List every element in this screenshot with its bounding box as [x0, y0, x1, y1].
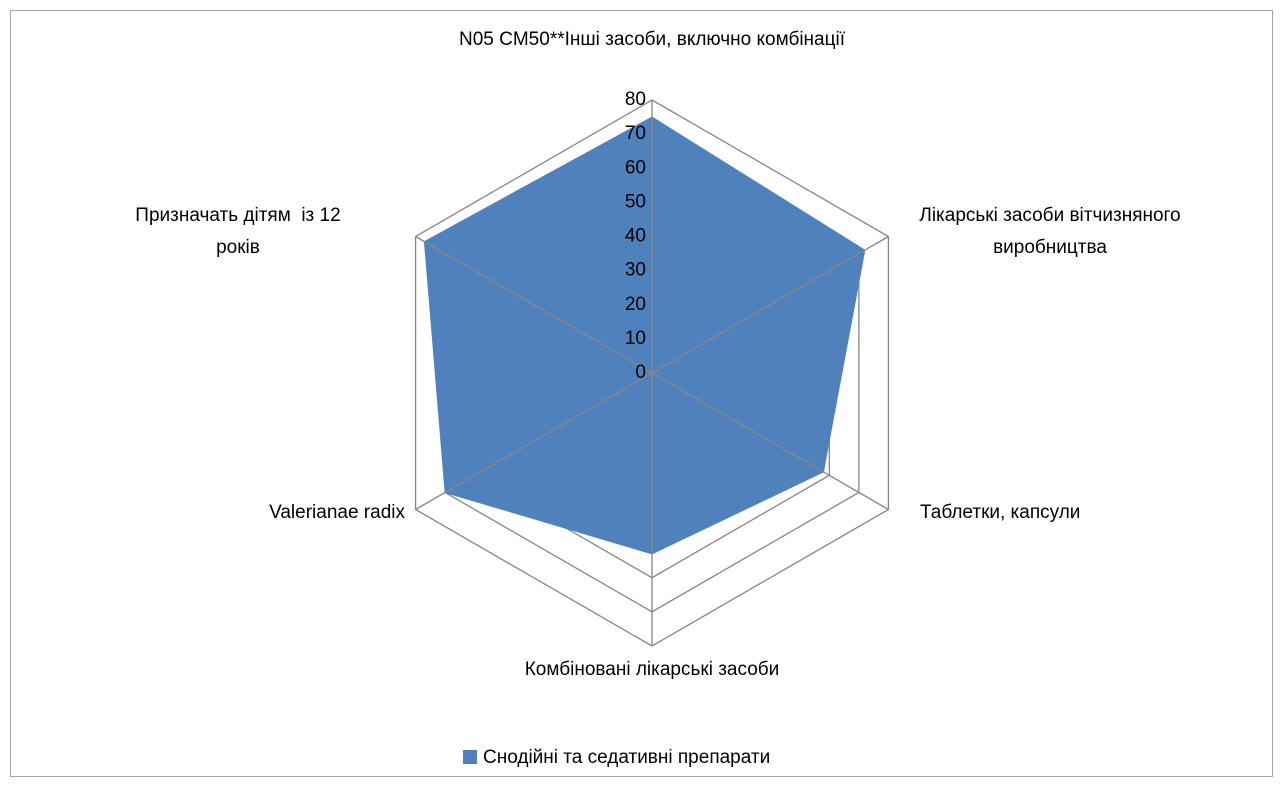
category-label: Таблетки, капсули — [920, 502, 1081, 523]
category-label: Комбіновані лікарські засоби — [524, 659, 780, 680]
spoke — [415, 235, 653, 374]
y-tick-label: 40 — [625, 226, 646, 247]
category-label: N05 CM50**Інші засоби, включно комбінаці… — [459, 29, 845, 50]
category-label: Лікарські засоби вітчизняного виробництв… — [919, 205, 1186, 258]
y-tick-label: 0 — [635, 362, 646, 383]
category-label: Valerianae radix — [269, 502, 405, 523]
y-tick-label: 80 — [625, 89, 646, 110]
spoke — [651, 372, 889, 511]
y-tick-label: 10 — [625, 328, 646, 349]
y-tick-label: 30 — [625, 260, 646, 281]
spoke — [415, 372, 653, 511]
y-tick-label: 70 — [625, 123, 646, 144]
category-label: Призначать дітям із 12 років — [135, 205, 346, 258]
y-tick-label: 60 — [625, 157, 646, 178]
spoke — [651, 235, 889, 374]
y-tick-label: 20 — [625, 294, 646, 315]
y-tick-label: 50 — [625, 191, 646, 212]
legend-swatch — [463, 750, 477, 764]
legend-label: Снодійні та седативні препарати — [483, 747, 770, 768]
